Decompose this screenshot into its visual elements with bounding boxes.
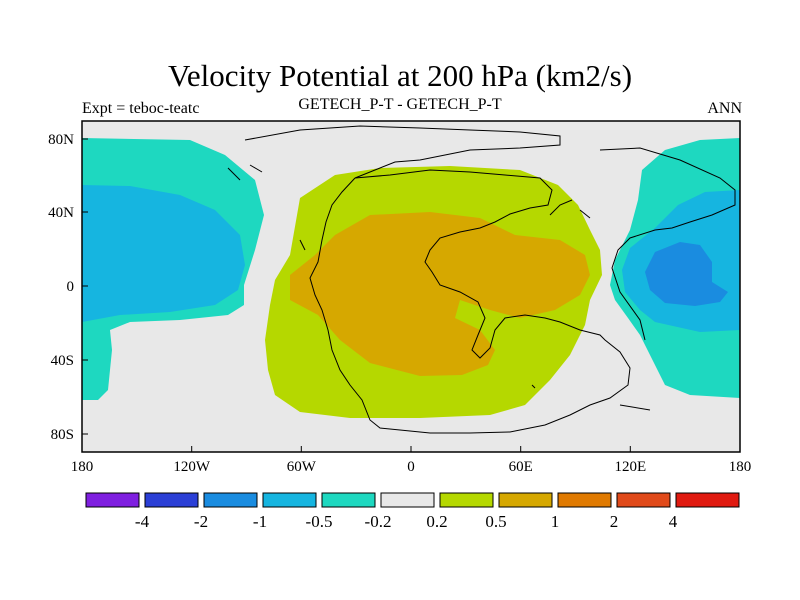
experiment-label: Expt = teboc-teatc (82, 100, 200, 117)
colorbar-box (85, 492, 140, 508)
x-tick-label: 60E (509, 459, 533, 475)
y-axis-labels: 80N 40N 0 40S 80S (48, 132, 74, 443)
colorbar-box (262, 492, 317, 508)
colorbar-box (675, 492, 740, 508)
colorbar-box (439, 492, 494, 508)
colorbar-label: -4 (135, 512, 150, 531)
contour-band-minus-0.5 (82, 185, 245, 322)
colorbar-box (498, 492, 553, 508)
colorbar-label: -1 (253, 512, 267, 531)
y-tick-label: 40N (48, 205, 74, 221)
colorbar-label: 0.2 (426, 512, 447, 531)
colorbar-box (144, 492, 199, 508)
y-tick-label: 80S (51, 427, 74, 443)
x-axis-labels: 180 120W 60W 0 60E 120E 180 (71, 459, 752, 475)
colorbar-label: 0.5 (485, 512, 506, 531)
coastline-island-arc (227, 164, 651, 411)
contour-band-minus-1 (645, 242, 728, 306)
x-tick-label: 120W (173, 459, 211, 475)
dataset-label: GETECH_P-T - GETECH_P-T (298, 96, 502, 113)
axis-ticks (81, 138, 741, 452)
coastline-east-landmass (599, 147, 736, 341)
x-tick-label: 180 (71, 459, 94, 475)
colorbar-box (557, 492, 612, 508)
colorbar-label: 1 (551, 512, 560, 531)
colorbar-label: -0.2 (365, 512, 392, 531)
x-tick-label: 0 (407, 459, 415, 475)
colorbar-label: 2 (610, 512, 619, 531)
y-tick-label: 80N (48, 132, 74, 148)
colorbar-label: -0.5 (306, 512, 333, 531)
colorbar-box (616, 492, 671, 508)
colorbar-box (321, 492, 376, 508)
season-label: ANN (707, 100, 742, 117)
coastline-main-supercontinent (309, 169, 631, 434)
y-tick-label: 40S (51, 353, 74, 369)
coastlines (227, 125, 736, 434)
colorbar-label: -2 (194, 512, 208, 531)
colorbar-box (203, 492, 258, 508)
colorbar-box (380, 492, 435, 508)
colorbar (85, 492, 740, 508)
map-title: Velocity Potential at 200 hPa (km2/s) (167, 58, 633, 93)
contour-band-plus-0.5 (290, 212, 590, 376)
y-tick-label: 0 (67, 279, 75, 295)
x-tick-label: 120E (614, 459, 646, 475)
x-tick-label: 60W (287, 459, 317, 475)
colorbar-label: 4 (669, 512, 678, 531)
coastline-north-continent (244, 125, 561, 179)
x-tick-label: 180 (729, 459, 752, 475)
colorbar-labels: -4 -2 -1 -0.5 -0.2 0.2 0.5 1 2 4 (135, 512, 678, 531)
contour-fills (82, 121, 740, 452)
